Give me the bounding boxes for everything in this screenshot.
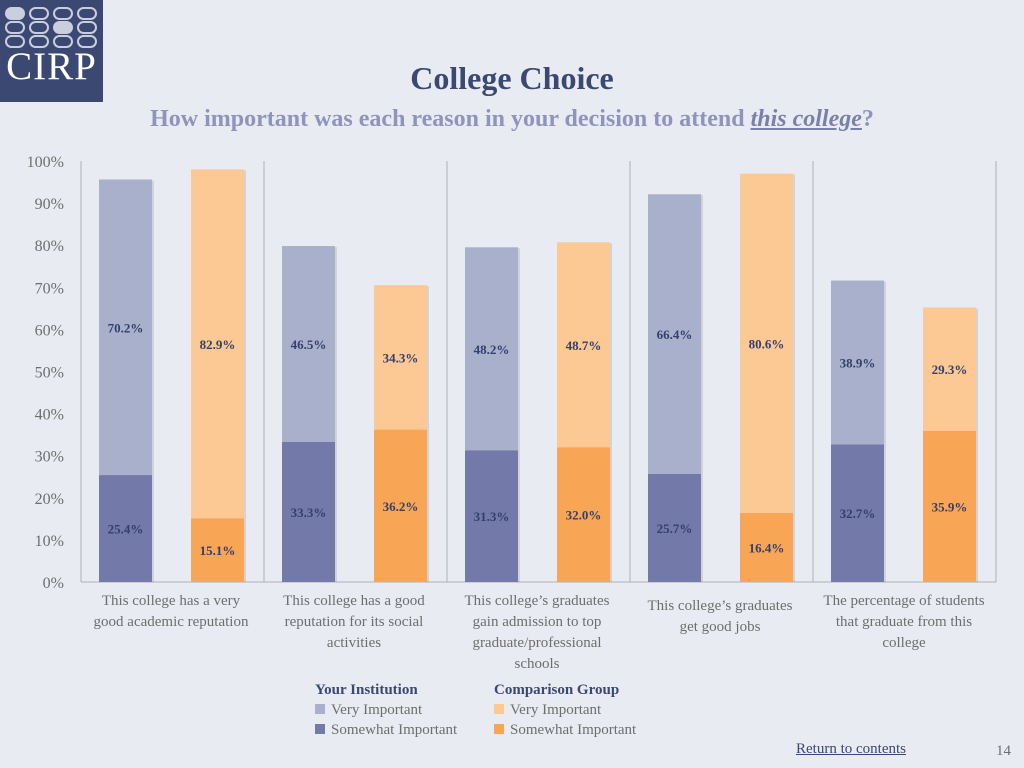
- logo-pill-icon: [29, 21, 49, 34]
- logo-pill-icon: [53, 21, 73, 34]
- data-label-very: 46.5%: [291, 337, 327, 352]
- bar-somewhat-important: [374, 429, 427, 582]
- logo-pill-icon: [5, 21, 25, 34]
- data-label-very: 70.2%: [108, 320, 144, 335]
- category-label-3: This college’s graduates gain admission …: [464, 593, 610, 672]
- return-to-contents-link[interactable]: Return to contents: [796, 741, 906, 757]
- logo-pill-icon: [29, 7, 49, 20]
- data-label-somewhat: 15.1%: [200, 543, 236, 558]
- subtitle-prefix: How important was each reason in your de…: [150, 106, 751, 132]
- bar-very-important: [923, 307, 976, 431]
- logo-pill-icon: [5, 7, 25, 20]
- category-label-2: This college has a good reputation for i…: [283, 593, 425, 651]
- data-label-very: 80.6%: [749, 336, 785, 351]
- page-subtitle: How important was each reason in your de…: [0, 106, 1024, 133]
- legend-swatch: [315, 724, 325, 734]
- y-tick-label: 60%: [35, 322, 64, 339]
- logo-pill-icon: [77, 35, 97, 48]
- page-title: College Choice: [410, 60, 614, 96]
- category-label-5: The percentage of students that graduate…: [823, 593, 985, 651]
- legend-item-label: Somewhat Important: [331, 722, 458, 738]
- bar-somewhat-important: [648, 473, 701, 582]
- logo-pill-icon: [53, 35, 73, 48]
- data-label-somewhat: 25.4%: [108, 522, 144, 537]
- cirp-logo: CIRP: [0, 0, 103, 102]
- bar-very-important: [99, 179, 152, 476]
- data-label-somewhat: 25.7%: [657, 521, 693, 536]
- logo-pill-icon: [53, 7, 73, 20]
- bar-somewhat-important: [831, 444, 884, 582]
- bar-very-important: [282, 246, 335, 442]
- bar-somewhat-important: [923, 430, 976, 582]
- legend-item: Somewhat Important: [494, 720, 636, 740]
- legend-group-title: Your Institution: [315, 682, 418, 698]
- legend-swatch: [494, 704, 504, 714]
- y-tick-label: 20%: [35, 491, 64, 508]
- legend-item-label: Very Important: [331, 702, 423, 718]
- y-tick-label: 50%: [35, 365, 64, 382]
- y-tick-label: 10%: [35, 533, 64, 550]
- bar-very-important: [557, 242, 610, 448]
- y-tick-label: 0%: [43, 575, 64, 592]
- data-label-somewhat: 16.4%: [749, 540, 785, 555]
- legend-swatch: [494, 724, 504, 734]
- data-label-somewhat: 32.7%: [840, 506, 876, 521]
- y-tick-label: 30%: [35, 449, 64, 466]
- data-label-somewhat: 31.3%: [474, 509, 510, 524]
- bar-very-important: [648, 194, 701, 474]
- bar-very-important: [191, 169, 244, 519]
- legend-item: Very Important: [315, 700, 457, 720]
- legend-item: Very Important: [494, 700, 636, 720]
- category-label-4: This college’s graduates get good jobs: [647, 598, 793, 635]
- bar-very-important: [374, 285, 427, 430]
- y-tick-label: 40%: [35, 407, 64, 424]
- data-label-somewhat: 32.0%: [566, 508, 602, 523]
- bar-somewhat-important: [557, 447, 610, 582]
- logo-pill-icon: [77, 7, 97, 20]
- legend-item-label: Somewhat Important: [510, 722, 637, 738]
- y-tick-label: 80%: [35, 238, 64, 255]
- legend-comparison-group: Comparison Group Very Important Somewhat…: [494, 680, 636, 740]
- legend-item-label: Very Important: [510, 702, 602, 718]
- page-number: 14: [996, 743, 1011, 759]
- logo-pill-icon: [77, 21, 97, 34]
- legend-item: Somewhat Important: [315, 720, 457, 740]
- data-label-very: 48.7%: [566, 338, 602, 353]
- subtitle-emphasis: this college: [750, 106, 862, 132]
- data-label-very: 66.4%: [657, 327, 693, 342]
- y-tick-label: 70%: [35, 280, 64, 297]
- data-label-very: 48.2%: [474, 342, 510, 357]
- data-label-very: 34.3%: [383, 350, 419, 365]
- y-tick-label: 90%: [35, 196, 64, 213]
- bar-somewhat-important: [465, 450, 518, 582]
- legend-group-title: Comparison Group: [494, 682, 620, 698]
- category-label-1: This college has a very good academic re…: [93, 593, 249, 630]
- bar-somewhat-important: [282, 441, 335, 582]
- data-label-very: 38.9%: [840, 355, 876, 370]
- legend-swatch: [315, 704, 325, 714]
- logo-pill-icon: [5, 35, 25, 48]
- logo-pill-icon: [29, 35, 49, 48]
- bar-very-important: [740, 173, 793, 513]
- bar-very-important: [465, 247, 518, 451]
- data-label-somewhat: 35.9%: [932, 499, 968, 514]
- subtitle-suffix: ?: [861, 106, 874, 132]
- bar-somewhat-important: [740, 512, 793, 582]
- logo-text: CIRP: [6, 45, 97, 88]
- data-label-somewhat: 33.3%: [291, 505, 327, 520]
- legend-your-institution: Your Institution Very Important Somewhat…: [315, 680, 457, 740]
- data-label-very: 82.9%: [200, 337, 236, 352]
- bar-somewhat-important: [99, 475, 152, 582]
- data-label-very: 29.3%: [932, 362, 968, 377]
- data-label-somewhat: 36.2%: [383, 499, 419, 514]
- y-tick-label: 100%: [27, 154, 64, 171]
- bar-somewhat-important: [191, 518, 244, 582]
- bar-very-important: [831, 280, 884, 445]
